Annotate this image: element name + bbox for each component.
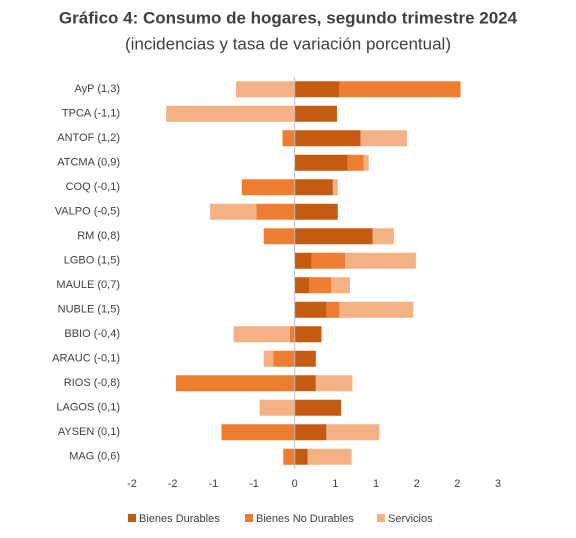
bar-segment	[294, 448, 308, 465]
y-tick-label: COQ (-0,1)	[66, 181, 120, 193]
bar-segment	[315, 375, 353, 392]
bar-segment	[347, 154, 364, 171]
bar-segment	[263, 350, 274, 367]
bar-segment	[236, 81, 295, 98]
x-tick-label: 1	[373, 478, 379, 490]
bar-segment	[294, 424, 327, 441]
bar-segment	[294, 179, 333, 196]
bar-segment	[221, 424, 295, 441]
bar-segment	[273, 350, 295, 367]
y-tick-label: ATCMA (0,9)	[57, 157, 120, 169]
bar-segment	[166, 105, 295, 122]
chart-subtitle: (incidencias y tasa de variación porcent…	[125, 34, 451, 53]
x-tick-label: -1	[249, 478, 259, 490]
bar-segment	[345, 252, 416, 269]
bar-segment	[294, 203, 338, 220]
x-tick-label: -1	[208, 478, 218, 490]
bar-segment	[175, 375, 295, 392]
bar-segment	[363, 154, 369, 171]
y-tick-label: MAG (0,6)	[69, 451, 120, 463]
bar-segment	[307, 448, 352, 465]
bar-segment	[294, 277, 310, 294]
bar-segment	[294, 399, 342, 416]
legend-label: Servicios	[388, 513, 433, 525]
y-tick-label: BBIO (-0,4)	[64, 328, 120, 340]
bar-segment	[294, 154, 348, 171]
y-tick-label: MAULE (0,7)	[56, 279, 120, 291]
bar-segment	[294, 326, 322, 343]
y-tick-label: LAGOS (0,1)	[56, 402, 120, 414]
bar-segment	[263, 228, 295, 245]
y-tick-label: AYSEN (0,1)	[58, 426, 120, 438]
bar-segment	[282, 130, 295, 147]
y-tick-label: AyP (1,3)	[75, 83, 120, 95]
x-tick-label: 3	[495, 478, 501, 490]
bar-segment	[294, 81, 340, 98]
y-tick-label: LGBO (1,5)	[64, 255, 120, 267]
bar-segment	[326, 301, 340, 318]
bar-segment	[256, 203, 295, 220]
bar-segment	[294, 301, 327, 318]
bar-segment	[241, 179, 295, 196]
y-tick-label: NUBLE (1,5)	[58, 304, 120, 316]
chart-title: Gráfico 4: Consumo de hogares, segundo t…	[59, 8, 518, 27]
bar-segment	[294, 375, 316, 392]
bar-segment	[294, 130, 361, 147]
bar-segment	[311, 252, 346, 269]
legend-label: Bienes Durables	[139, 513, 220, 525]
y-tick-label: RIOS (-0,8)	[64, 377, 120, 389]
bar-segment	[210, 203, 257, 220]
x-tick-label: 1	[332, 478, 338, 490]
y-tick-label: RM (0,8)	[77, 230, 120, 242]
bar-segment	[283, 448, 295, 465]
bar-segment	[289, 326, 295, 343]
y-tick-label: ARAUC (-0,1)	[52, 353, 120, 365]
bar-segment	[339, 81, 461, 98]
x-tick-label: -2	[127, 478, 137, 490]
y-tick-label: TPCA (-1,1)	[62, 108, 120, 120]
bar-segment	[339, 301, 414, 318]
bar-segment	[233, 326, 290, 343]
bar-segment	[259, 399, 295, 416]
x-tick-label: 2	[454, 478, 460, 490]
bar-segment	[372, 228, 394, 245]
x-tick-label: 2	[414, 478, 420, 490]
bar-segment	[332, 179, 338, 196]
legend-swatch	[377, 514, 385, 522]
y-tick-label: ANTOF (1,2)	[57, 132, 120, 144]
bar-segment	[294, 105, 337, 122]
bar-segment	[309, 277, 332, 294]
bar-segment	[294, 252, 312, 269]
bar-segment	[294, 350, 316, 367]
x-tick-label: -2	[168, 478, 178, 490]
bar-segment	[294, 228, 373, 245]
legend-swatch	[245, 514, 253, 522]
bar-segment	[326, 424, 380, 441]
legend-swatch	[128, 514, 136, 522]
bar-segment	[360, 130, 407, 147]
y-tick-label: VALPO (-0,5)	[55, 206, 120, 218]
legend-label: Bienes No Durables	[256, 513, 354, 525]
x-tick-label: 0	[292, 478, 298, 490]
bar-segment	[331, 277, 350, 294]
legend: Bienes Durables Bienes No Durables Servici…	[128, 513, 433, 525]
